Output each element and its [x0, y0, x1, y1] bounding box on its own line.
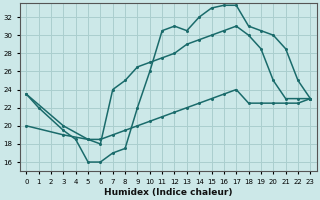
X-axis label: Humidex (Indice chaleur): Humidex (Indice chaleur)	[104, 188, 233, 197]
